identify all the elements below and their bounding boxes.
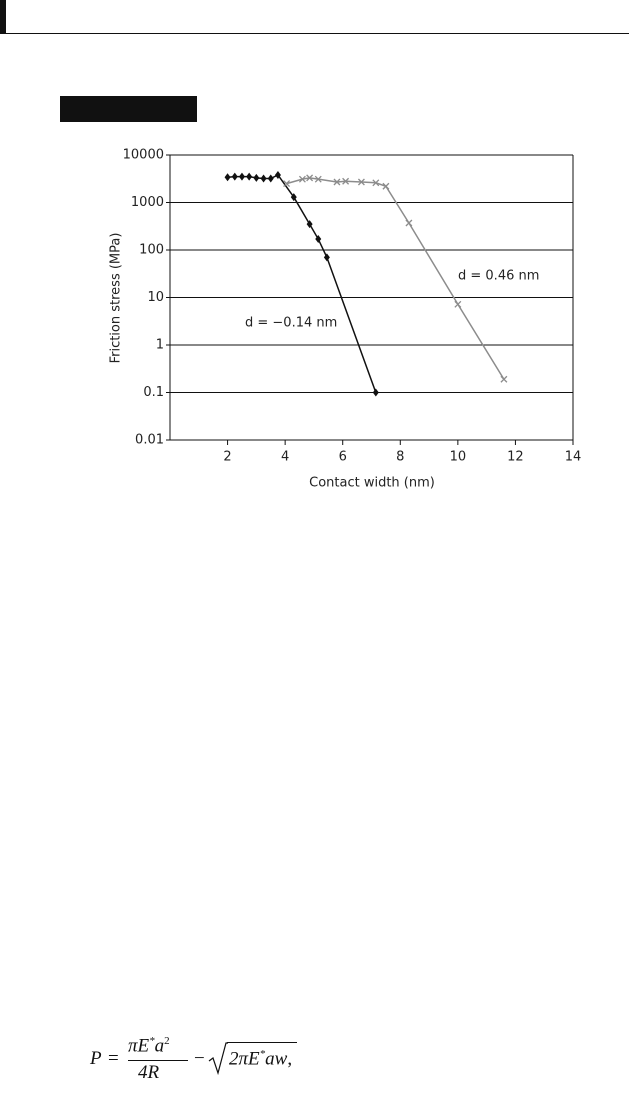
point (372, 388, 379, 397)
x-tick-label: 10 (450, 450, 467, 465)
eq-equals: = (108, 1048, 119, 1069)
series-line (227, 174, 377, 393)
eq-radical-bar (227, 1042, 297, 1043)
eq-star2: * (259, 1048, 266, 1060)
point (314, 175, 322, 183)
point (274, 170, 281, 179)
x-tick-label: 12 (507, 450, 524, 465)
point (298, 175, 306, 183)
eq-fraction-bar (128, 1060, 188, 1061)
eq-radicand-rest: aw (265, 1048, 288, 1070)
point (323, 253, 330, 262)
x-tick-label: 4 (281, 450, 289, 465)
x-tick-label: 6 (339, 450, 347, 465)
point (306, 220, 313, 229)
point (260, 174, 267, 183)
y-tick-label: 10000 (123, 148, 164, 163)
series-label: d = −0.14 nm (245, 316, 337, 331)
eq-minus: − (194, 1048, 205, 1069)
y-tick-label: 0.01 (135, 433, 164, 448)
eq-radicand: 2πE*aw, (229, 1048, 292, 1070)
eq-denominator: 4R (138, 1062, 160, 1083)
x-tick-label: 14 (565, 450, 582, 465)
x-tick-label: 8 (396, 450, 404, 465)
eq-star: * (149, 1035, 155, 1047)
point (357, 178, 365, 186)
point (231, 172, 238, 181)
point (224, 173, 231, 182)
x-axis-label: Contact width (nm) (309, 476, 435, 491)
y-tick-label: 10 (147, 290, 164, 305)
eq-power: 2 (164, 1035, 170, 1047)
point (500, 375, 508, 383)
y-tick-label: 0.1 (143, 385, 164, 400)
header-bar (0, 0, 6, 34)
point (306, 174, 314, 182)
eq-radicand-main: 2πE (229, 1048, 260, 1070)
series-label: d = 0.46 nm (458, 269, 539, 284)
chart: Contact width (nm) Friction stress (MPa)… (109, 148, 582, 491)
point (315, 235, 322, 244)
eq-end: , (287, 1048, 293, 1070)
point (454, 300, 462, 308)
point (246, 172, 253, 181)
y-tick-label: 1 (156, 338, 164, 353)
point (372, 179, 380, 187)
eq-radical (208, 1042, 228, 1076)
eq-numerator: πE*a2 (128, 1035, 170, 1057)
y-tick-label: 100 (139, 243, 164, 258)
point (253, 173, 260, 182)
x-tick-label: 2 (223, 450, 231, 465)
point (283, 180, 291, 188)
equation: P = πE*a2 4R − 2πE*aw, (90, 1035, 390, 1085)
y-tick-label: 1000 (131, 195, 164, 210)
eq-a: a (154, 1035, 165, 1057)
eq-pie: πE (128, 1035, 150, 1057)
eq-lhs: P (90, 1048, 102, 1069)
header-rule (0, 33, 629, 34)
y-axis-label: Friction stress (MPa) (109, 233, 124, 364)
point (382, 182, 390, 190)
point (290, 193, 297, 202)
point (267, 174, 274, 183)
point (238, 172, 245, 181)
point (333, 178, 341, 186)
point (405, 219, 413, 227)
series-line (286, 177, 505, 380)
point (342, 177, 350, 185)
figure-label-box (60, 96, 197, 122)
